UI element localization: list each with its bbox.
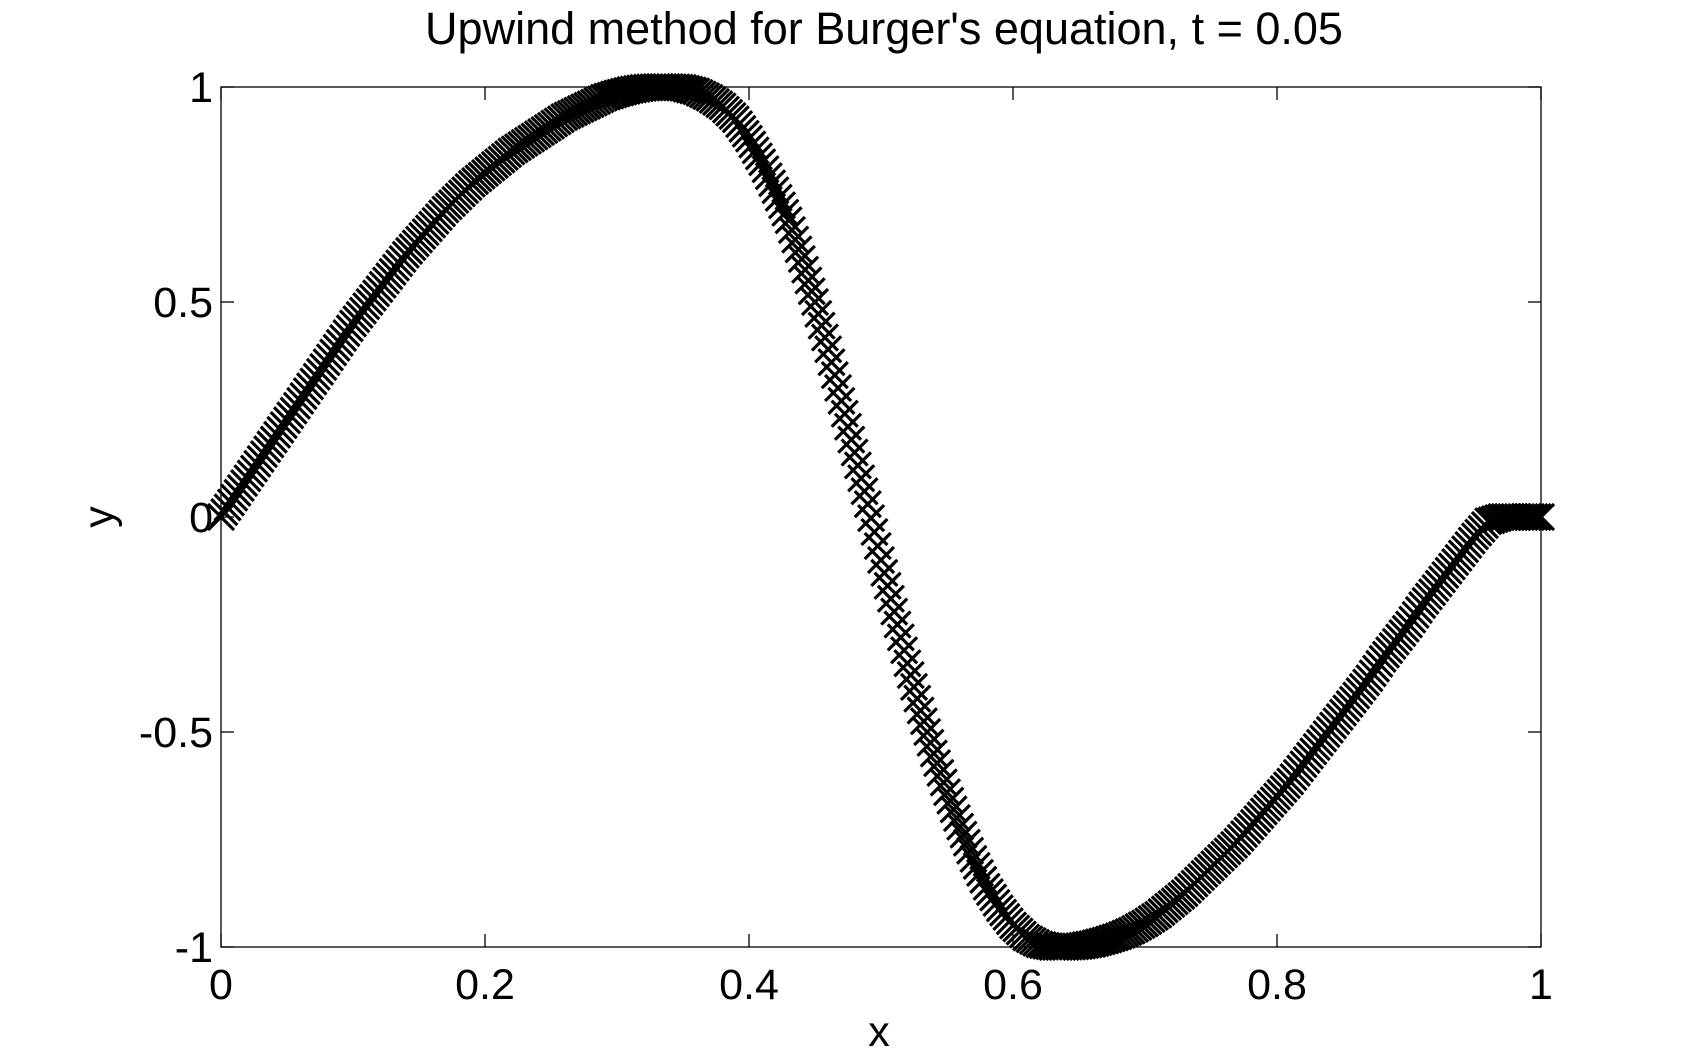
data-point-marker (1523, 502, 1552, 532)
y-tick-label: 0 (189, 494, 213, 542)
chart-title: Upwind method for Burger's equation, t =… (425, 3, 1343, 54)
y-axis-label: y (75, 506, 123, 528)
data-point-marker (784, 235, 813, 264)
data-point-marker (751, 155, 780, 184)
data-point-marker (1520, 502, 1549, 532)
data-point-marker (794, 266, 823, 295)
x-tick-label: 0.2 (455, 961, 515, 1009)
data-point-marker (906, 696, 935, 725)
data-point-marker (787, 244, 816, 274)
data-point-marker (913, 717, 942, 747)
data-markers (206, 72, 1556, 962)
x-tick-label: 0.6 (983, 961, 1043, 1009)
data-point-marker (790, 255, 820, 284)
data-point-marker (946, 812, 975, 841)
data-point-marker (926, 758, 955, 787)
data-point-marker (1516, 502, 1546, 532)
data-point-marker (754, 162, 783, 191)
y-tick-label: 0.5 (153, 279, 213, 327)
data-point-marker (919, 739, 948, 768)
data-point-marker (1526, 502, 1556, 532)
plot-area (220, 86, 1542, 948)
data-point-marker (757, 169, 787, 198)
data-point-marker (764, 183, 793, 212)
data-point-marker (767, 191, 797, 220)
x-axis-label: x (868, 1008, 890, 1056)
x-tick-label: 0 (209, 961, 233, 1009)
data-point-marker (942, 803, 972, 833)
data-point-marker (955, 836, 985, 865)
data-point-marker (797, 277, 826, 306)
data-point-marker (922, 749, 952, 778)
data-point-marker (936, 786, 965, 815)
data-point-marker (932, 778, 962, 807)
data-point-marker (771, 198, 800, 227)
data-point-marker (748, 148, 777, 177)
data-point-marker (965, 858, 995, 887)
y-axis-ticks: -1 -0.5 0 0.5 1 (139, 64, 1541, 972)
data-point-marker (761, 176, 790, 205)
y-tick-label: -1 (175, 924, 213, 972)
y-tick-label: -0.5 (139, 709, 213, 757)
x-axis-ticks: 0 0.2 0.4 0.6 0.8 1 (209, 87, 1553, 1009)
x-tick-label: 1 (1529, 961, 1553, 1009)
data-point-marker (916, 728, 945, 757)
x-tick-label: 0.8 (1247, 961, 1307, 1009)
data-point-marker (959, 844, 988, 873)
y-tick-label: 1 (189, 64, 213, 112)
x-tick-label: 0.4 (719, 961, 779, 1009)
data-point-marker (777, 215, 807, 245)
data-point-marker (909, 707, 939, 736)
data-point-marker (962, 851, 991, 880)
data-point-marker (781, 225, 810, 254)
data-point-marker (939, 795, 968, 824)
data-point-marker (1513, 502, 1542, 532)
data-point-marker (952, 828, 981, 857)
data-point-marker (949, 820, 978, 849)
data-point-marker (929, 768, 958, 797)
data-point-marker (774, 206, 803, 235)
